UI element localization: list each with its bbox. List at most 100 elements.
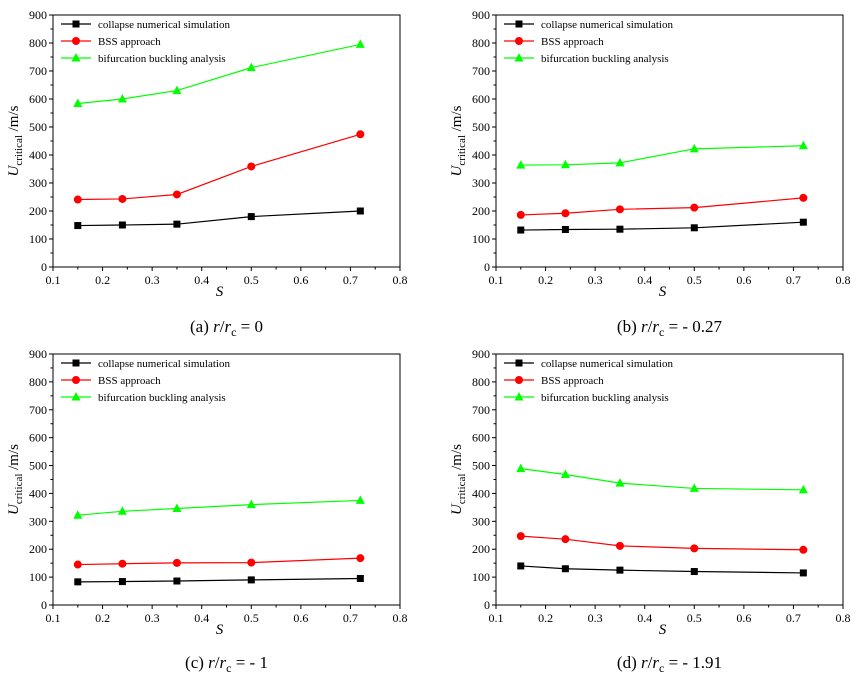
x-tick-label: 0.1 xyxy=(46,611,61,625)
y-tick-label: 700 xyxy=(29,64,47,78)
panel-caption: (a) r/rc = 0 xyxy=(190,317,263,339)
y-tick-label: 500 xyxy=(29,459,47,473)
legend: collapse numerical simulation BSS approac… xyxy=(504,19,673,65)
caption-sub: c xyxy=(226,661,231,675)
y-tick-label: 0 xyxy=(41,260,47,274)
legend-marker xyxy=(514,53,524,62)
data-point xyxy=(560,469,570,478)
series-1 xyxy=(74,575,364,586)
data-point xyxy=(798,484,808,494)
legend-marker xyxy=(72,359,80,367)
y-tick-label: 200 xyxy=(29,204,47,218)
data-point xyxy=(561,225,569,233)
data-point xyxy=(172,558,181,567)
legend-item: BSS approach xyxy=(61,36,161,48)
y-tick-label: 300 xyxy=(29,176,47,190)
caption-var2: r xyxy=(652,317,659,336)
data-point xyxy=(246,62,256,72)
data-point xyxy=(173,577,181,585)
chart-panel-3: 0.1 0.2 0.3 0.4 0.5 0.6 0.7 0.8 0 100 200 300 400 500… xyxy=(6,347,408,675)
data-point xyxy=(615,157,625,167)
data-point xyxy=(799,545,808,554)
series-2 xyxy=(73,130,365,204)
data-point xyxy=(516,210,525,219)
x-tick-label: 0.1 xyxy=(46,273,61,287)
y-tick-label: 900 xyxy=(29,347,47,361)
data-point xyxy=(118,221,126,229)
y-axis-title: Ucritical /m/s xyxy=(6,105,25,176)
y-tick-label: 600 xyxy=(472,431,490,445)
data-point xyxy=(118,559,127,568)
y-tick-label: 700 xyxy=(29,403,47,417)
y-axis-title-unit: /m/s xyxy=(449,105,465,135)
y-axis-title-sub: critical xyxy=(456,135,468,166)
caption-suffix: = 0 xyxy=(236,317,263,336)
legend-item: BSS approach xyxy=(504,375,604,387)
chart-panel-2: 0.1 0.2 0.3 0.4 0.5 0.6 0.7 0.8 0 100 200 300 400 500… xyxy=(449,8,851,339)
data-point xyxy=(356,130,365,139)
x-tick-label: 0.7 xyxy=(343,611,358,625)
caption-prefix: (d) xyxy=(617,653,641,672)
x-tick-label: 0.4 xyxy=(637,611,652,625)
chart-panel-4: 0.1 0.2 0.3 0.4 0.5 0.6 0.7 0.8 0 100 200 300 400 500… xyxy=(449,347,851,675)
caption-sub: c xyxy=(659,661,664,675)
data-point xyxy=(615,478,625,487)
x-tick-label: 0.8 xyxy=(836,273,851,287)
y-tick-label: 200 xyxy=(472,204,490,218)
y-tick-label: 800 xyxy=(472,36,490,50)
y-tick-label: 900 xyxy=(472,347,490,361)
legend-label: BSS approach xyxy=(98,375,161,387)
y-axis-title-unit: /m/s xyxy=(6,444,22,474)
x-tick-label: 0.6 xyxy=(736,611,751,625)
legend-marker xyxy=(71,392,81,401)
y-tick-label: 100 xyxy=(29,232,47,246)
y-tick-label: 900 xyxy=(472,8,490,22)
y-tick-label: 200 xyxy=(29,542,47,556)
data-point xyxy=(616,566,624,574)
y-tick-label: 600 xyxy=(29,431,47,445)
caption-sep: / xyxy=(220,317,225,336)
data-point xyxy=(799,218,807,226)
legend-marker xyxy=(514,392,524,401)
data-point xyxy=(516,532,525,541)
caption-sep: / xyxy=(648,653,653,672)
data-point xyxy=(172,190,181,199)
x-tick-label: 0.1 xyxy=(489,611,504,625)
y-axis-title-sub: critical xyxy=(13,474,25,505)
y-axis-title-unit: /m/s xyxy=(6,105,22,135)
data-point xyxy=(690,568,698,576)
data-point xyxy=(73,560,82,569)
y-tick-label: 900 xyxy=(29,8,47,22)
x-axis-title: S xyxy=(216,622,224,638)
y-tick-label: 500 xyxy=(472,459,490,473)
data-point xyxy=(117,94,127,103)
series-3 xyxy=(516,140,808,169)
chart-panel-1: 0.1 0.2 0.3 0.4 0.5 0.6 0.7 0.8 0 100 200 300 400 500… xyxy=(6,8,408,339)
legend-label: BSS approach xyxy=(541,375,604,387)
data-point xyxy=(247,576,255,584)
y-tick-label: 500 xyxy=(472,120,490,134)
legend-item: collapse numerical simulation xyxy=(61,358,230,370)
data-point xyxy=(615,541,624,550)
data-point xyxy=(616,225,624,233)
series-1 xyxy=(517,562,807,577)
x-tick-label: 0.3 xyxy=(145,611,160,625)
caption-prefix: (a) xyxy=(190,317,213,336)
legend-item: collapse numerical simulation xyxy=(504,19,673,31)
x-tick-label: 0.2 xyxy=(538,273,553,287)
data-point xyxy=(561,535,570,544)
legend: collapse numerical simulation BSS approac… xyxy=(61,19,230,65)
data-point xyxy=(690,224,698,232)
legend-item: bifurcation buckling analysis xyxy=(504,392,669,404)
data-point xyxy=(690,544,699,553)
y-tick-label: 100 xyxy=(472,232,490,246)
data-point xyxy=(355,495,365,504)
legend-label: bifurcation buckling analysis xyxy=(541,392,669,404)
y-tick-label: 800 xyxy=(29,36,47,50)
data-point xyxy=(516,160,526,169)
y-tick-label: 400 xyxy=(29,148,47,162)
legend-item: bifurcation buckling analysis xyxy=(61,392,226,404)
x-tick-label: 0.3 xyxy=(588,611,603,625)
data-point xyxy=(517,226,525,234)
